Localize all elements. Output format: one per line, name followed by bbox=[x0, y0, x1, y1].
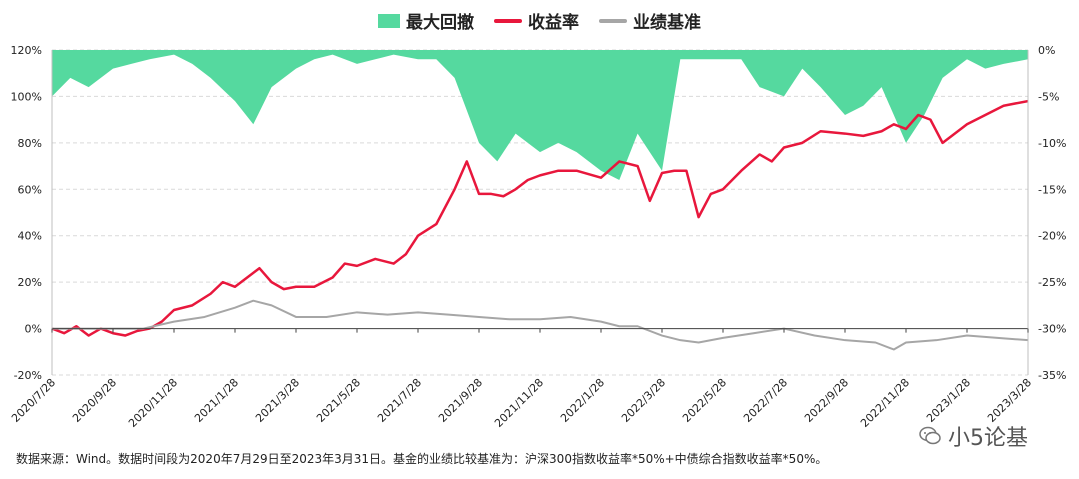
y-right-tick-label: -10% bbox=[1038, 137, 1066, 150]
y-left-tick-label: 120% bbox=[11, 44, 42, 57]
x-tick-label: 2021/7/28 bbox=[375, 376, 424, 425]
wechat-icon bbox=[919, 426, 941, 445]
x-tick-label: 2022/3/28 bbox=[619, 376, 668, 425]
x-tick-label: 2021/5/28 bbox=[314, 376, 363, 425]
legend-label-return: 收益率 bbox=[528, 13, 579, 33]
legend-label-benchmark: 业绩基准 bbox=[633, 13, 701, 33]
benchmark-series-line bbox=[52, 299, 1028, 351]
y-left-tick-label: 100% bbox=[11, 90, 42, 103]
x-tick-label: 2023/3/28 bbox=[985, 376, 1034, 425]
chart-legend: 最大回撤 收益率 业绩基准 bbox=[0, 8, 1079, 33]
x-tick-label: 2021/11/28 bbox=[492, 376, 546, 430]
y-right-tick-label: -20% bbox=[1038, 230, 1066, 243]
return-series-line bbox=[52, 99, 1028, 337]
y-right-tick-label: 0% bbox=[1038, 44, 1055, 57]
legend-item-benchmark: 业绩基准 bbox=[599, 8, 701, 33]
x-tick-label: 2021/3/28 bbox=[253, 376, 302, 425]
y-left-tick-label: 40% bbox=[18, 230, 42, 243]
x-tick-label: 2020/9/28 bbox=[70, 376, 119, 425]
x-tick-label: 2022/1/28 bbox=[558, 376, 607, 425]
y-left-tick-label: 80% bbox=[18, 137, 42, 150]
y-right-tick-label: -30% bbox=[1038, 323, 1066, 336]
drawdown-area-layer bbox=[52, 50, 1028, 180]
legend-swatch-return bbox=[494, 18, 522, 23]
y-right-tick-label: -5% bbox=[1038, 90, 1059, 103]
y-right-tick-label: -25% bbox=[1038, 276, 1066, 289]
legend-label-drawdown: 最大回撤 bbox=[406, 13, 474, 33]
drawdown-area bbox=[52, 50, 1028, 180]
x-tick-label: 2022/9/28 bbox=[802, 376, 851, 425]
y-right-tick-label: -35% bbox=[1038, 369, 1066, 382]
x-tick-label: 2021/9/28 bbox=[436, 376, 485, 425]
x-tick-label: 2022/7/28 bbox=[741, 376, 790, 425]
y-left-tick-label: 0% bbox=[25, 323, 42, 336]
y-right-tick-label: -15% bbox=[1038, 183, 1066, 196]
x-tick-label: 2023/1/28 bbox=[924, 376, 973, 425]
watermark: 小5论基 bbox=[918, 420, 1028, 452]
x-tick-label: 2020/11/28 bbox=[126, 376, 180, 430]
legend-swatch-drawdown bbox=[378, 13, 400, 28]
line-layer bbox=[52, 99, 1028, 351]
footnote: 数据来源：Wind。数据时间段为2020年7月29日至2023年3月31日。基金… bbox=[16, 452, 828, 466]
legend-swatch-benchmark bbox=[599, 18, 627, 23]
x-tick-label: 2021/1/28 bbox=[192, 376, 241, 425]
watermark-text: 小5论基 bbox=[948, 426, 1028, 451]
y-left-tick-label: 20% bbox=[18, 276, 42, 289]
legend-item-drawdown: 最大回撤 bbox=[378, 8, 474, 33]
y-left-tick-label: 60% bbox=[18, 183, 42, 196]
x-tick-label: 2020/7/28 bbox=[9, 376, 58, 425]
y-left-tick-label: -20% bbox=[14, 369, 42, 382]
x-tick-label: 2022/5/28 bbox=[680, 376, 729, 425]
x-tick-label: 2022/11/28 bbox=[858, 376, 912, 430]
legend-item-return: 收益率 bbox=[494, 8, 579, 33]
